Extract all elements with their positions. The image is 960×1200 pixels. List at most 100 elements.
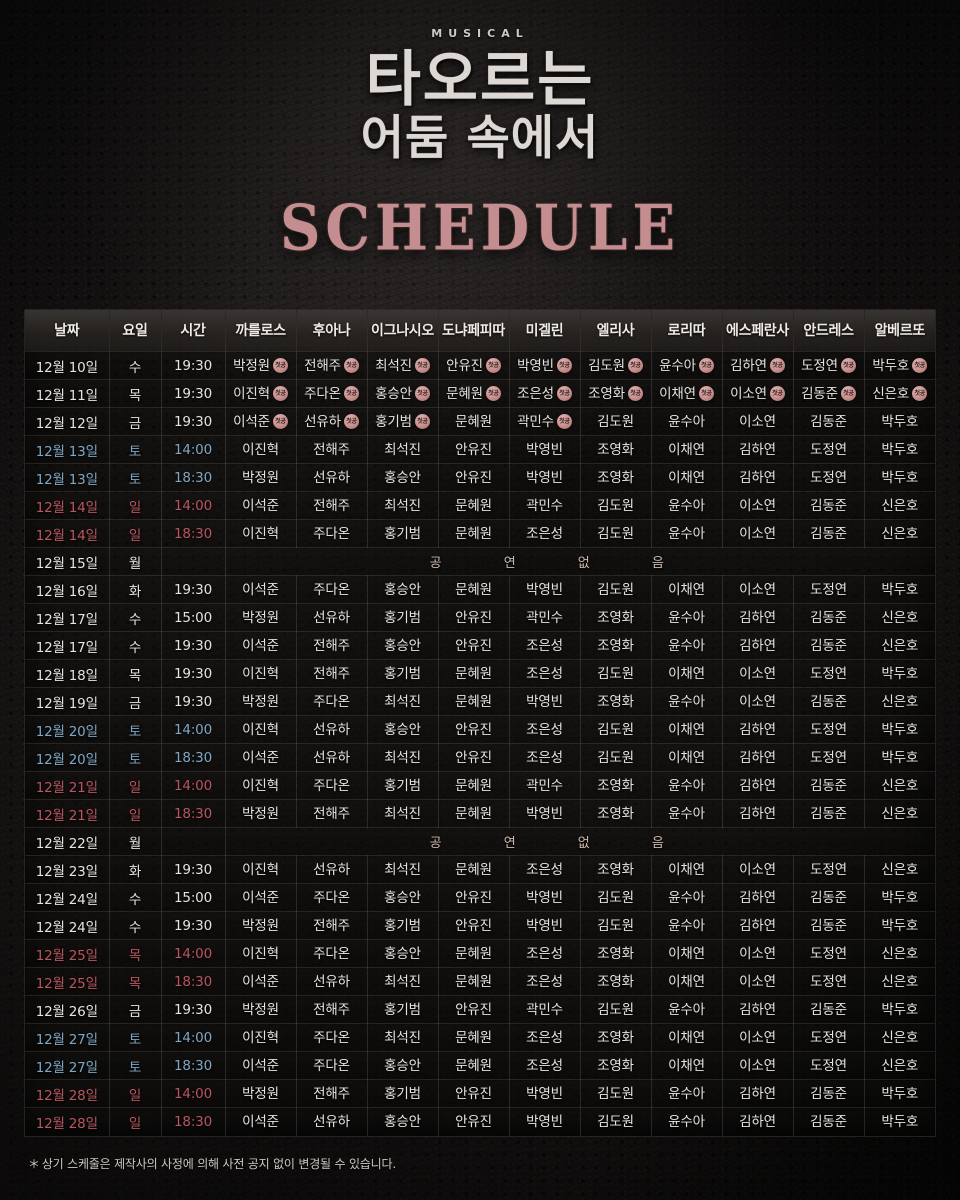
cell-cast-3: 문혜원 (438, 407, 510, 437)
cell-cast-1: 주다온 첫공 (296, 379, 368, 409)
cell-time: 18:30 (161, 967, 226, 997)
cast-name: 이소연 (739, 861, 776, 878)
cell-cast-7: 이소연 (722, 855, 794, 885)
cell-cast-0: 이석준 (225, 967, 297, 997)
cast-name: 최석진 첫공 (375, 357, 430, 374)
cell-cast-7: 이소연 (722, 1051, 794, 1081)
cast-name: 김도원 (597, 1113, 634, 1130)
cell-date: 12월 28일 (25, 1107, 110, 1136)
cast-name: 이소연 (739, 413, 776, 430)
cell-cast-7: 김하연 (722, 715, 794, 745)
cell-cast-1: 선유하 (296, 967, 368, 997)
cast-name: 박두호 (881, 1085, 919, 1102)
cell-cast-6: 윤수아 (651, 883, 723, 913)
cell-cast-8: 김동준 (793, 799, 865, 829)
cell-time: 19:30 (161, 995, 226, 1025)
cell-cast-5: 조영화 (580, 967, 652, 997)
cast-name: 박두호 (881, 749, 919, 766)
cast-name: 안유진 첫공 (446, 357, 501, 374)
cell-cast-8: 김동준 (793, 911, 865, 941)
cell-cast-2: 홍기범 (367, 1079, 439, 1109)
cell-cast-7: 김하연 (722, 435, 794, 465)
cast-name: 선유하 (313, 749, 350, 766)
cell-cast-1: 선유하 첫공 (296, 407, 368, 437)
cast-name: 신은호 (881, 525, 919, 542)
cell-cast-4: 곽민수 (509, 771, 581, 801)
cell-time: 15:00 (161, 603, 226, 633)
cast-name: 박영빈 (526, 805, 563, 822)
cast-name: 안유진 (455, 1001, 492, 1018)
cell-cast-0: 이진혁 첫공 (225, 379, 297, 409)
cell-cast-0: 이석준 (225, 491, 297, 521)
cell-day: 일 (109, 1107, 162, 1136)
kicker-musical: MUSICAL (431, 27, 529, 40)
cast-name: 조은성 (526, 637, 563, 654)
cell-cast-7: 이소연 (722, 967, 794, 997)
cell-cast-0: 이진혁 (225, 1023, 297, 1053)
cell-cast-3: 안유진 (438, 883, 510, 913)
cell-date: 12월 28일 (25, 1079, 110, 1109)
cell-cast-4: 조은성 (509, 967, 581, 997)
cast-name: 전해주 (313, 637, 350, 654)
cast-name: 이진혁 (242, 777, 279, 794)
cell-cast-1: 주다온 (296, 575, 368, 605)
table-row: 12월 17일 수 15:00 박정원 선유하 홍기범 안유진 곽민수 조영화 윤수아 김하연 김동준… (25, 603, 935, 633)
cast-name: 선유하 (313, 609, 350, 626)
cell-cast-9: 박두호 (864, 463, 935, 493)
schedule-table-body: 12월 10일 수 19:30 박정원 첫공 전해주 첫공 최석진 첫공 안유진 첫공 박영빈 첫공 김도… (25, 351, 935, 1136)
cast-name: 신은호 (881, 861, 919, 878)
cast-name: 조은성 (526, 525, 563, 542)
cast-name: 박정원 (242, 917, 279, 934)
cast-name: 이소연 (739, 945, 776, 962)
cell-cast-4: 조은성 첫공 (509, 379, 581, 409)
cell-cast-9: 신은호 첫공 (864, 379, 935, 409)
cast-name: 김하연 (739, 749, 776, 766)
cast-name: 홍기범 (384, 609, 421, 626)
cell-cast-2: 홍승안 (367, 1051, 439, 1081)
table-row: 12월 20일 토 18:30 이석준 선유하 최석진 안유진 조은성 김도원 이채연 김하연 도정연… (25, 743, 935, 773)
cast-name: 곽민수 (526, 1001, 563, 1018)
cell-cast-5: 김도원 (580, 575, 652, 605)
cast-name: 김하연 (739, 777, 776, 794)
cell-cast-0: 이진혁 (225, 855, 297, 885)
cell-cast-1: 전해주 (296, 799, 368, 829)
cast-name: 박두호 (881, 581, 919, 598)
cast-name: 최석진 (384, 441, 421, 458)
table-row: 12월 17일 수 19:30 이석준 전해주 홍승안 안유진 조은성 조영화 윤수아 김하연 김동준… (25, 631, 935, 661)
cell-cast-6: 윤수아 (651, 687, 723, 717)
cell-cast-8: 김동준 (793, 771, 865, 801)
cell-day: 일 (109, 771, 162, 801)
cast-name: 최석진 (384, 693, 421, 710)
cell-day: 수 (109, 603, 162, 633)
cast-name: 박두호 (881, 889, 919, 906)
cast-name: 신은호 (881, 1057, 919, 1074)
cell-time: 19:30 (161, 351, 226, 381)
cell-cast-8: 김동준 (793, 687, 865, 717)
cast-name: 이소연 (739, 973, 776, 990)
table-row: 12월 20일 토 14:00 이진혁 선유하 홍승안 안유진 조은성 김도원 이채연 김하연 도정연… (25, 715, 935, 745)
cell-day: 토 (109, 715, 162, 745)
cast-name: 박두호 (881, 413, 919, 430)
cast-name: 윤수아 (668, 1001, 705, 1018)
cell-cast-9: 박두호 첫공 (864, 351, 935, 381)
cell-cast-1: 주다온 (296, 939, 368, 969)
cell-cast-2: 최석진 (367, 799, 439, 829)
column-header-6: 도냐페피따 (438, 309, 510, 353)
cell-cast-7: 김하연 (722, 911, 794, 941)
cell-time: 18:30 (161, 463, 226, 493)
cell-cast-8: 도정연 (793, 659, 865, 689)
cast-name: 이진혁 (242, 441, 279, 458)
cast-name: 곽민수 (526, 497, 563, 514)
cast-name: 윤수아 (668, 805, 705, 822)
cast-name: 김동준 (810, 777, 847, 794)
cast-name: 도정연 (810, 973, 847, 990)
cast-name: 곽민수 첫공 (517, 413, 572, 430)
cell-cast-7: 이소연 첫공 (722, 379, 794, 409)
cast-name: 조영화 (597, 805, 634, 822)
cell-cast-1: 주다온 (296, 883, 368, 913)
cell-date: 12월 17일 (25, 631, 110, 661)
cast-name: 김도원 (597, 749, 634, 766)
cast-name: 이진혁 (242, 665, 279, 682)
cast-name: 이채연 (668, 441, 705, 458)
cell-cast-8: 도정연 (793, 715, 865, 745)
